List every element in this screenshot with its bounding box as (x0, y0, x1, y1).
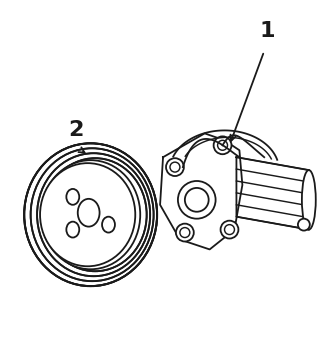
Polygon shape (237, 157, 309, 230)
Ellipse shape (102, 217, 115, 233)
Text: 2: 2 (68, 120, 83, 140)
Ellipse shape (214, 136, 232, 154)
Ellipse shape (170, 162, 180, 172)
Text: 1: 1 (259, 21, 275, 41)
Ellipse shape (166, 158, 184, 176)
Ellipse shape (220, 221, 239, 239)
Ellipse shape (224, 225, 235, 235)
Ellipse shape (218, 140, 227, 150)
Ellipse shape (24, 143, 157, 286)
Ellipse shape (66, 222, 79, 238)
Ellipse shape (180, 228, 190, 238)
Ellipse shape (178, 181, 216, 219)
Polygon shape (160, 134, 242, 249)
Ellipse shape (78, 199, 99, 226)
Ellipse shape (176, 224, 194, 242)
Ellipse shape (185, 188, 209, 212)
Ellipse shape (40, 163, 135, 266)
Ellipse shape (66, 189, 79, 205)
Ellipse shape (41, 160, 140, 269)
Ellipse shape (302, 170, 316, 230)
Ellipse shape (298, 219, 310, 230)
